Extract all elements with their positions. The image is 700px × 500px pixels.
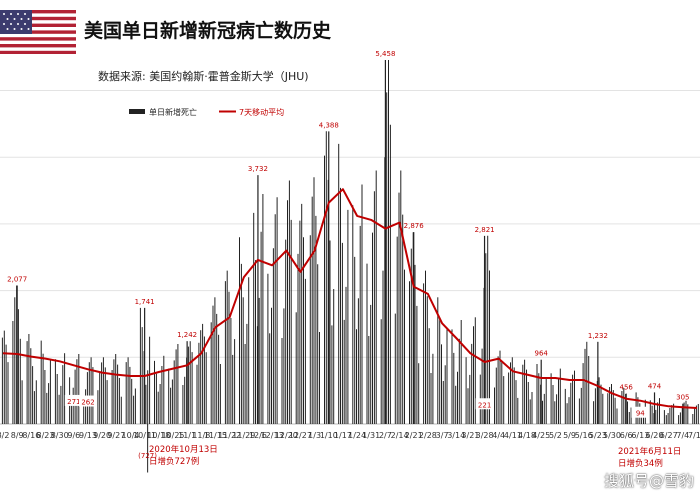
x-tick-label: 12/13 [261, 431, 284, 440]
x-tick-label: 1/24 [348, 431, 366, 440]
data-label: 2,876 [404, 222, 425, 230]
x-tick-label: 3/7 [436, 431, 449, 440]
x-tick-label: 10/11 [133, 431, 156, 440]
watermark: 搜狐号@雪豹 [604, 472, 695, 490]
data-source-note: 数据来源: 美国约翰斯·霍普金斯大学（JHU) [98, 70, 309, 83]
legend-bar-label: 单日新增死亡 [149, 107, 197, 117]
seven-day-average-line [2, 188, 698, 409]
x-tick-label: 5/2 [549, 431, 562, 440]
x-tick-label: 2/21 [405, 431, 423, 440]
x-axis-tick-labels: 8/28/98/168/238/309/69/139/209/2710/410/… [0, 431, 700, 440]
x-tick-label: 8/23 [37, 431, 55, 440]
x-tick-label: 5/30 [603, 431, 621, 440]
x-tick-label: 9/6 [67, 431, 80, 440]
data-label: 262 [81, 399, 94, 407]
x-tick-label: 1/17 [334, 431, 352, 440]
data-label: 2,077 [7, 276, 27, 284]
data-label: 1,741 [135, 298, 155, 306]
annotation-text: 日增负34例 [618, 458, 663, 469]
annotation-text: 2021年6月11日 [618, 446, 681, 457]
x-tick-label: 1/10 [320, 431, 338, 440]
data-label: 5,458 [375, 50, 395, 58]
x-tick-label: 11/8 [192, 431, 210, 440]
x-tick-label: 2/28 [419, 431, 437, 440]
x-tick-label: 4/4 [492, 431, 505, 440]
annotation-text: 日增负727例 [149, 456, 199, 467]
data-label: 4,388 [319, 121, 339, 129]
x-tick-label: 7/4 [676, 431, 689, 440]
x-tick-label: 8/2 [0, 431, 9, 440]
data-label: (727) [138, 452, 157, 460]
x-tick-label: 11/15 [204, 431, 227, 440]
x-tick-label: 3/28 [476, 431, 494, 440]
legend-line-label: 7天移动平均 [239, 107, 284, 117]
x-tick-label: 5/9 [563, 431, 576, 440]
x-tick-label: 2/14 [391, 431, 409, 440]
average-line-series [2, 188, 698, 409]
data-label: 94 [636, 410, 645, 418]
data-label: 221 [478, 401, 491, 409]
x-tick-label: 12/6 [249, 431, 267, 440]
x-tick-label: 12/27 [289, 431, 312, 440]
x-tick-label: 4/11 [504, 431, 522, 440]
x-tick-label: 11/1 [178, 431, 196, 440]
annotation-text: 2020年10月13日 [149, 444, 218, 455]
x-tick-label: 9/20 [93, 431, 111, 440]
data-label-bg [631, 406, 650, 418]
x-tick-label: 6/20 [646, 431, 664, 440]
us-flag-icon [0, 10, 76, 54]
data-label: 456 [620, 384, 634, 392]
bar-series [1, 59, 699, 473]
x-tick-label: 10/25 [161, 431, 184, 440]
data-label: 3,732 [248, 165, 268, 173]
x-tick-label: 7/11 [688, 431, 700, 440]
x-tick-label: 12/20 [275, 431, 298, 440]
legend: 单日新增死亡 7天移动平均 [129, 107, 284, 117]
data-label: 271 [67, 398, 80, 406]
x-tick-label: 10/4 [122, 431, 140, 440]
x-tick-label: 5/23 [589, 431, 607, 440]
data-labels: 2,077 271 262 1,741 (727) 1,242 3,732 4,388 5,45… [7, 50, 689, 460]
x-tick-label: 8/30 [51, 431, 69, 440]
legend-bar-swatch [129, 109, 145, 114]
x-tick-label: 8/9 [11, 431, 24, 440]
x-tick-label: 6/13 [631, 431, 649, 440]
data-label: 1,242 [177, 331, 197, 339]
x-tick-label: 3/21 [461, 431, 479, 440]
x-tick-label: 11/29 [232, 431, 255, 440]
x-tick-label: 4/18 [518, 431, 536, 440]
data-label: 1,232 [588, 332, 608, 340]
x-tick-label: 9/27 [107, 431, 125, 440]
data-label: 964 [535, 350, 549, 358]
x-tick-label: 3/14 [447, 431, 465, 440]
x-tick-label: 6/27 [660, 431, 678, 440]
x-tick-label: 6/6 [620, 431, 633, 440]
x-tick-label: 10/18 [147, 431, 170, 440]
x-tick-label: 4/25 [532, 431, 550, 440]
x-tick-label: 1/3 [308, 431, 321, 440]
data-label: 305 [676, 394, 689, 402]
data-label-bg [475, 398, 494, 410]
x-tick-label: 8/16 [22, 431, 40, 440]
chart-title: 美国单日新增新冠病亡数历史 [84, 20, 332, 42]
data-label: 474 [648, 382, 662, 390]
x-tick-label: 2/7 [379, 431, 392, 440]
data-label: 2,821 [475, 226, 495, 234]
data-label-bg [78, 395, 97, 407]
x-tick-label: 1/31 [362, 431, 380, 440]
x-tick-label: 11/22 [218, 431, 241, 440]
data-label-bg [64, 394, 83, 406]
x-tick-label: 5/16 [575, 431, 593, 440]
x-tick-label: 9/13 [79, 431, 97, 440]
